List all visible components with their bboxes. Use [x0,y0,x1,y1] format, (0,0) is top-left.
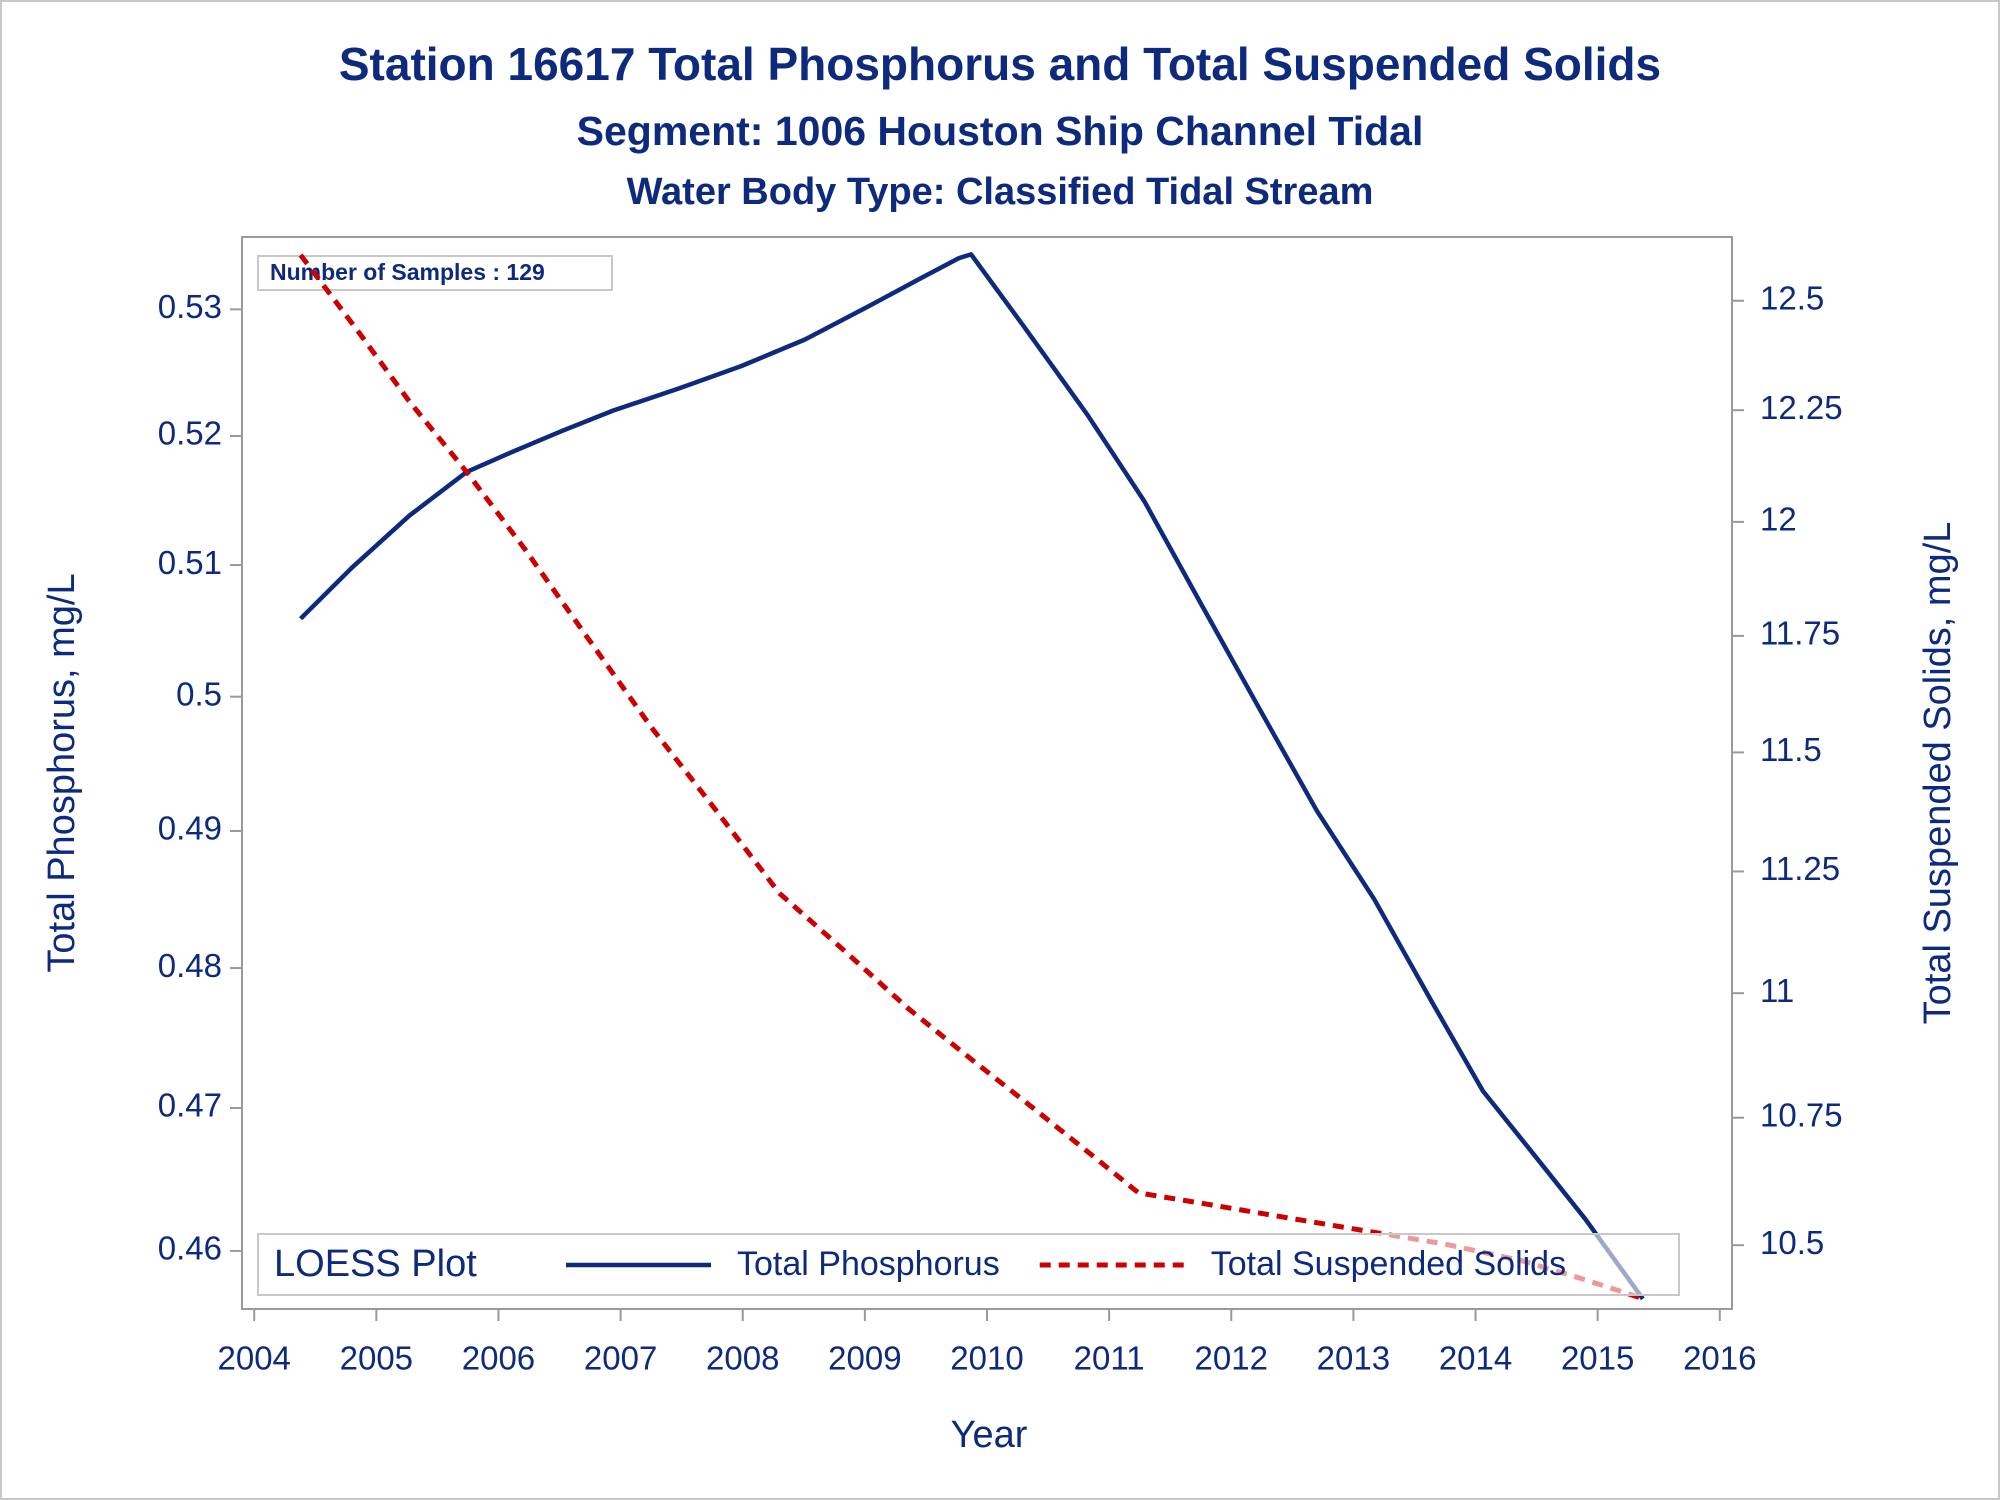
y2-tick-label: 12.25 [1760,389,1843,426]
x-tick-label: 2014 [1439,1340,1512,1377]
series-line [299,252,1645,1301]
x-tick-label: 2016 [1683,1340,1756,1377]
legend-box [257,1233,1680,1296]
y-tick-label: 0.49 [158,810,222,847]
y2-tick-label: 11.75 [1760,615,1840,652]
legend-title: LOESS Plot [274,1243,477,1285]
legend-label: Total Suspended Solids [1211,1245,1566,1283]
y2-tick-label: 12 [1760,501,1797,538]
y2-tick-label: 10.75 [1760,1096,1843,1133]
x-tick-label: 2007 [584,1340,657,1377]
legend-label: Total Phosphorus [737,1245,1000,1283]
y-tick-label: 0.53 [158,288,222,325]
y-tick-label: 0.46 [158,1230,222,1267]
x-tick-label: 2011 [1074,1340,1145,1377]
x-tick-label: 2013 [1317,1340,1390,1377]
y2-tick-label: 11 [1760,972,1794,1009]
y-tick-label: 0.5 [176,675,222,712]
x-tick-label: 2012 [1195,1340,1268,1377]
x-tick-label: 2015 [1561,1340,1634,1377]
x-tick-label: 2009 [828,1340,901,1377]
x-tick-label: 2008 [706,1340,779,1377]
x-tick-label: 2005 [340,1340,413,1377]
chart-subtitle: Water Body Type: Classified Tidal Stream [627,171,1374,213]
x-tick-label: 2010 [950,1340,1023,1377]
y2-tick-label: 11.5 [1760,731,1822,768]
y-tick-label: 0.51 [158,544,222,581]
y2-axis-label: Total Suspended Solids, mg/L [1917,522,1959,1025]
x-tick-label: 2006 [462,1340,535,1377]
y-tick-label: 0.52 [158,415,222,452]
series-line [298,253,1644,1301]
chart-title: Station 16617 Total Phosphorus and Total… [339,38,1661,90]
y-tick-label: 0.47 [158,1087,222,1124]
chart-subtitle: Segment: 1006 Houston Ship Channel Tidal [577,108,1424,154]
x-tick-label: 2004 [218,1340,291,1377]
y2-tick-label: 12.5 [1760,279,1824,316]
y2-tick-label: 10.5 [1760,1224,1824,1261]
y-axis-label: Total Phosphorus, mg/L [41,573,83,972]
y2-tick-label: 11.25 [1760,850,1840,887]
x-axis-label: Year [951,1414,1028,1456]
y-tick-label: 0.48 [158,947,222,984]
